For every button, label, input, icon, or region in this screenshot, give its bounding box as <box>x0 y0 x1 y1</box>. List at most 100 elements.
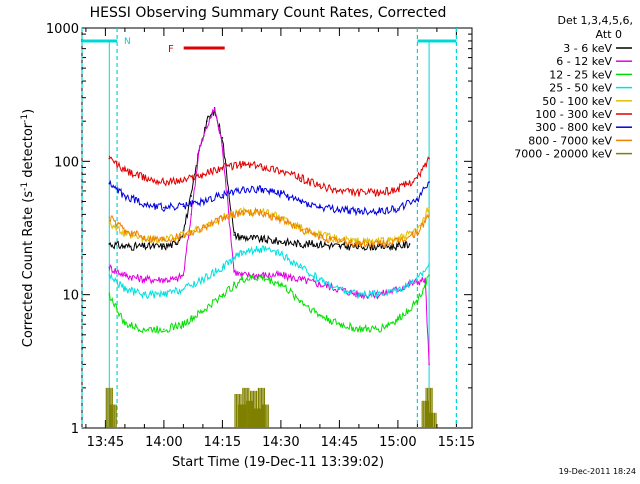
series-point <box>377 293 380 296</box>
y-axis-label-sup2: -1 <box>20 114 30 123</box>
series-point <box>163 293 165 296</box>
series-point <box>143 245 146 248</box>
series-point <box>377 328 380 331</box>
series-point <box>124 323 126 326</box>
series-point <box>377 192 380 194</box>
series-point <box>241 274 243 276</box>
series-point <box>260 188 263 190</box>
flare-flag: F <box>168 44 225 55</box>
series-point <box>108 157 111 160</box>
series-point <box>428 181 430 183</box>
series-point <box>108 293 111 296</box>
series-point <box>241 236 243 238</box>
series-point <box>416 198 419 200</box>
series-point <box>124 230 126 232</box>
x-tick-label: 13:45 <box>87 435 124 450</box>
series-point <box>233 234 235 236</box>
series-point <box>377 243 380 245</box>
series-point <box>124 195 126 197</box>
series-point <box>338 238 341 241</box>
x-tick-label: 15:15 <box>438 435 475 450</box>
series-point <box>182 274 185 276</box>
series-point <box>358 245 360 248</box>
series-point <box>260 248 263 250</box>
footer-date: 19-Dec-2011 18:24 <box>559 467 636 476</box>
series-point <box>280 169 282 172</box>
series-point <box>143 236 146 238</box>
series-point <box>124 169 126 172</box>
night-label: N <box>124 37 131 47</box>
legend-label: 25 - 50 keV <box>549 82 612 95</box>
series-point <box>358 210 360 213</box>
series-point <box>280 240 282 243</box>
series-point <box>241 278 243 281</box>
series-point <box>397 240 399 243</box>
y-axis-label-part3: ) <box>21 109 36 114</box>
series-point <box>143 328 146 331</box>
series-point <box>377 210 380 213</box>
x-tick-label: 14:30 <box>262 435 299 450</box>
series-point <box>202 200 204 203</box>
series-point <box>221 137 224 139</box>
series-point <box>108 221 111 223</box>
series-point <box>299 266 302 269</box>
legend-label: 800 - 7000 keV <box>528 134 612 147</box>
legend-title-2: Att 0 <box>596 28 622 41</box>
series-point <box>428 157 430 160</box>
series-point <box>260 276 263 279</box>
series-point <box>319 243 321 245</box>
legend-label: 100 - 300 keV <box>535 108 612 121</box>
series-point <box>280 253 282 256</box>
series-point <box>143 203 146 205</box>
y-tick-label: 1 <box>71 422 79 437</box>
series-point <box>182 234 185 236</box>
series-point <box>299 243 302 245</box>
series-point <box>358 192 360 194</box>
series-point <box>221 293 224 296</box>
series-point <box>280 283 282 285</box>
series-point <box>428 213 430 216</box>
flare-flag-label: F <box>168 44 174 55</box>
x-axis-ticks: 13:45 14:00 14:15 14:30 14:45 15:00 15:15 <box>85 28 475 450</box>
series-point <box>428 363 430 366</box>
series-point <box>260 238 263 241</box>
series-point <box>182 323 185 326</box>
series-point <box>338 323 341 326</box>
legend-label: 50 - 100 keV <box>542 95 612 108</box>
series-point <box>299 228 302 230</box>
series-point <box>416 232 419 234</box>
series-point <box>108 274 111 276</box>
series-point <box>221 145 224 147</box>
series-point <box>163 245 165 248</box>
series-point <box>108 216 111 219</box>
series-7000-20000-kev <box>105 387 437 428</box>
series-point <box>319 278 321 281</box>
y-axis-label-part1: Corrected Count Rate (s <box>21 191 36 348</box>
series-point <box>206 120 208 122</box>
series-point <box>319 314 321 317</box>
plot-frame <box>81 27 473 429</box>
series-point <box>124 274 126 276</box>
night-intervals <box>81 28 457 428</box>
series-6-12kev-line <box>108 108 430 365</box>
series-point <box>397 245 399 248</box>
series-point <box>163 278 165 281</box>
x-axis-label-text: Start Time (19-Dec-11 13:39:02) <box>172 455 384 470</box>
series-point <box>416 299 419 302</box>
series-point <box>163 206 165 209</box>
series-point <box>338 209 341 212</box>
series-point <box>280 193 282 195</box>
series-point <box>202 278 204 281</box>
series-point <box>416 278 419 281</box>
series-point <box>280 218 282 220</box>
series-point <box>202 173 204 176</box>
series-point <box>190 213 192 216</box>
x-axis-label: Start Time (19-Dec-11 13:39:02) <box>172 455 384 470</box>
series-point <box>428 274 430 276</box>
series-point <box>358 243 360 245</box>
y-axis-ticks: 1 10 100 1000 <box>46 22 472 437</box>
series-point <box>280 274 282 276</box>
series-point <box>319 283 321 285</box>
series-point <box>221 266 224 269</box>
